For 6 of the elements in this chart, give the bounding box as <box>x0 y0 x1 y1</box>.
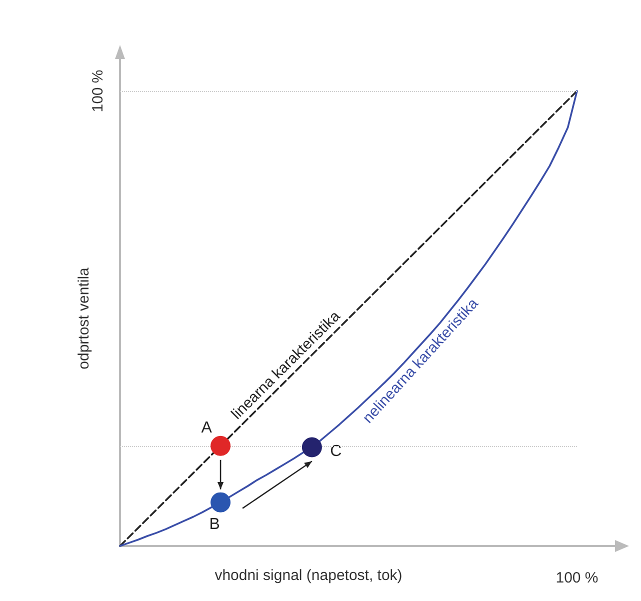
annotation: B <box>209 516 220 533</box>
text: 100 % <box>90 70 106 112</box>
y-axis-title: odprtost ventila <box>76 266 92 370</box>
x-axis-title: vhodni signal (napetost, tok) <box>214 567 402 584</box>
text: 100 % <box>556 570 598 586</box>
annotation: A <box>201 419 212 436</box>
